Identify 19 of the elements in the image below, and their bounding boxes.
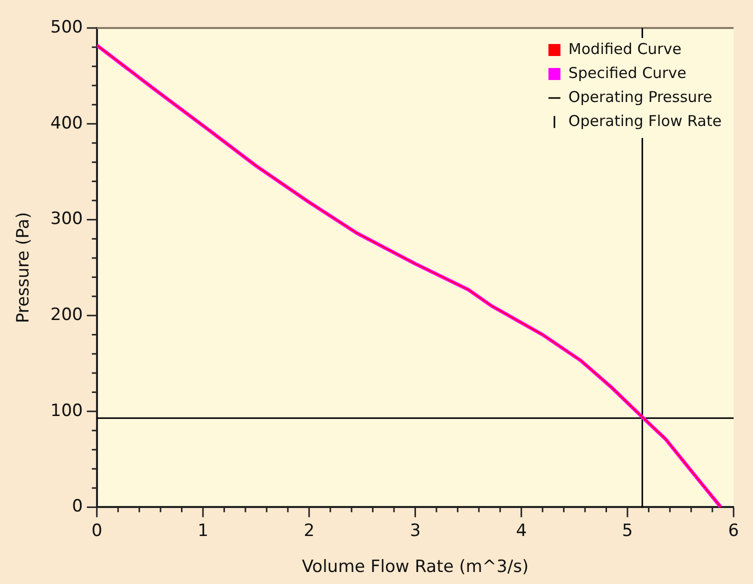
x-tick-label: 6 — [728, 520, 740, 541]
x-tick-label: 0 — [91, 520, 102, 541]
y-tick-label: 400 — [50, 113, 83, 134]
x-tick-label: 5 — [622, 520, 633, 541]
x-tick-label: 3 — [410, 520, 421, 541]
x-tick-label: 2 — [304, 520, 315, 541]
legend-label: Modified Curve — [568, 40, 682, 58]
y-tick-label: 0 — [72, 496, 83, 517]
ref-line-label: Operating Flow Rate — [568, 112, 722, 130]
y-axis-title: Pressure (Pa) — [14, 212, 34, 324]
legend-label: Operating Pressure — [568, 88, 712, 106]
x-tick-label: 1 — [198, 520, 208, 541]
y-tick-label: 500 — [50, 17, 83, 38]
x-tick-label: 4 — [516, 520, 527, 541]
x-axis-title: Volume Flow Rate (m^3/s) — [302, 557, 529, 578]
legend-label: Specified Curve — [568, 64, 686, 82]
y-tick-label: 200 — [50, 304, 83, 325]
y-tick-label: 100 — [50, 400, 83, 421]
y-tick-label: 300 — [50, 209, 83, 230]
